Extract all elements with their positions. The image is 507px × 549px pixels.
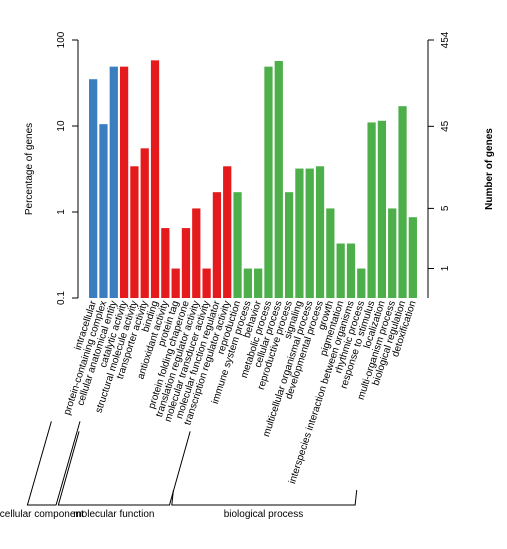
- y-tick-label: 1: [56, 209, 67, 215]
- y-tick-label: 100: [56, 31, 67, 48]
- bar: [192, 208, 201, 298]
- bar: [264, 66, 273, 299]
- group-label: molecular function: [73, 509, 154, 520]
- group-bracket: [171, 490, 358, 506]
- bar: [305, 168, 314, 298]
- y2-tick-label: 454: [440, 31, 451, 48]
- bar: [336, 243, 345, 298]
- bar: [181, 228, 191, 298]
- bar: [171, 268, 180, 298]
- y-tick-label: 10: [56, 120, 67, 132]
- bar: [119, 66, 129, 299]
- bar: [315, 166, 325, 298]
- bar: [367, 122, 376, 298]
- bar: [377, 120, 387, 298]
- bar: [223, 166, 232, 298]
- bar: [150, 60, 160, 299]
- bar: [388, 208, 397, 298]
- bar: [99, 124, 108, 298]
- bar: [89, 79, 98, 299]
- bar: [274, 60, 283, 298]
- bar: [212, 192, 222, 298]
- group-bracket: [57, 431, 191, 506]
- bar: [284, 192, 294, 298]
- bar: [326, 208, 335, 298]
- bar: [161, 228, 170, 298]
- y-axis-label: Percentage of genes: [24, 123, 35, 215]
- y2-tick-label: 45: [440, 120, 451, 132]
- bar: [243, 268, 252, 298]
- y-tick-label: 0.1: [56, 291, 67, 305]
- bar: [254, 268, 263, 298]
- bar: [398, 106, 407, 298]
- bar: [408, 217, 417, 298]
- bar: [130, 166, 139, 298]
- bar: [109, 66, 118, 299]
- y2-tick-label: 1: [440, 265, 451, 271]
- bar: [233, 192, 242, 298]
- bar: [295, 168, 304, 298]
- bar: [140, 148, 149, 298]
- group-label: cellular component: [0, 509, 84, 520]
- y2-tick-label: 5: [440, 205, 451, 211]
- bar: [357, 268, 366, 298]
- bar: [202, 268, 211, 298]
- bar: [346, 243, 356, 298]
- group-bracket: [26, 421, 81, 506]
- group-label: biological process: [224, 509, 304, 520]
- y2-axis-label: Number of genes: [484, 128, 495, 210]
